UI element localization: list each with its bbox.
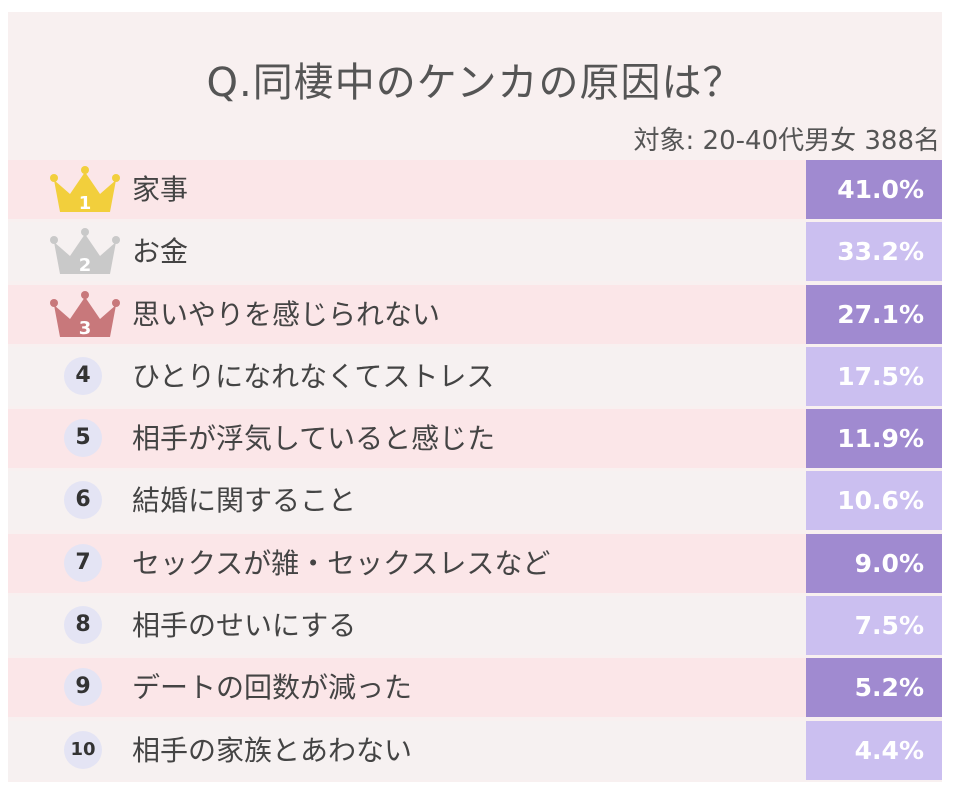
percentage-cell: 7.5% — [806, 596, 942, 656]
percentage-cell: 17.5% — [806, 346, 942, 406]
rank-badge: 8 — [64, 606, 102, 645]
silver-crown-icon: 2 — [50, 228, 120, 276]
rank-badge: 7 — [64, 543, 102, 582]
percentage-cell: 11.9% — [806, 409, 942, 469]
table-row: 7 セックスが雑・セックスレスなど 9.0% — [8, 533, 942, 593]
percentage-cell: 4.4% — [806, 720, 942, 780]
reason-label: お金 — [132, 235, 189, 269]
reason-label: 相手の家族とあわない — [132, 733, 413, 767]
reason-label: 家事 — [132, 173, 189, 206]
rank-badge: 10 — [64, 730, 102, 769]
reason-label: 相手のせいにする — [132, 609, 357, 643]
table-row: 5 相手が浮気していると感じた 11.9% — [8, 409, 942, 469]
ranking-table: 1 家事 41.0% 2 お金 33.2% 3 思いやりを感じられない 27.1% 4 ひとりになれ… — [8, 160, 942, 783]
chart-title: Q.同棲中のケンカの原因は？ — [206, 60, 744, 106]
percentage-cell: 5.2% — [806, 658, 942, 718]
table-row: 6 結婚に関すること 10.6% — [8, 471, 942, 531]
rank-badge: 6 — [64, 481, 102, 520]
rank-badge: 5 — [64, 419, 102, 458]
percentage-cell: 10.6% — [806, 471, 942, 531]
reason-label: デートの回数が減った — [132, 671, 413, 705]
chart-card: Q.同棲中のケンカの原因は？ 対象: 20-40代男女 388名 1 家事 41.0… — [8, 12, 942, 782]
table-row: 10 相手の家族とあわない 4.4% — [8, 720, 942, 780]
chart-subtitle: 対象: 20-40代男女 388名 — [633, 126, 940, 156]
reason-label: 思いやりを感じられない — [132, 297, 441, 331]
table-row: 8 相手のせいにする 7.5% — [8, 596, 942, 656]
rank-number: 1 — [79, 193, 92, 214]
rank-number: 2 — [79, 255, 92, 276]
bronze-crown-icon: 3 — [50, 290, 120, 339]
table-row: 1 家事 41.0% — [8, 160, 942, 219]
table-row: 3 思いやりを感じられない 27.1% — [8, 284, 942, 344]
percentage-cell: 9.0% — [806, 533, 942, 593]
reason-label: 結婚に関すること — [132, 484, 357, 518]
reason-label: セックスが雑・セックスレスなど — [132, 546, 551, 580]
rank-number: 3 — [79, 318, 92, 339]
table-row: 2 お金 33.2% — [8, 222, 942, 282]
percentage-cell: 27.1% — [806, 284, 942, 344]
gold-crown-icon: 1 — [50, 166, 120, 214]
table-row: 4 ひとりになれなくてストレス 17.5% — [8, 346, 942, 406]
percentage-cell: 33.2% — [806, 222, 942, 282]
table-row: 9 デートの回数が減った 5.2% — [8, 658, 942, 718]
reason-label: ひとりになれなくてストレス — [132, 359, 495, 393]
reason-label: 相手が浮気していると感じた — [132, 422, 496, 456]
rank-badge: 4 — [64, 356, 102, 395]
percentage-cell: 41.0% — [806, 160, 942, 219]
rank-badge: 9 — [64, 668, 102, 707]
